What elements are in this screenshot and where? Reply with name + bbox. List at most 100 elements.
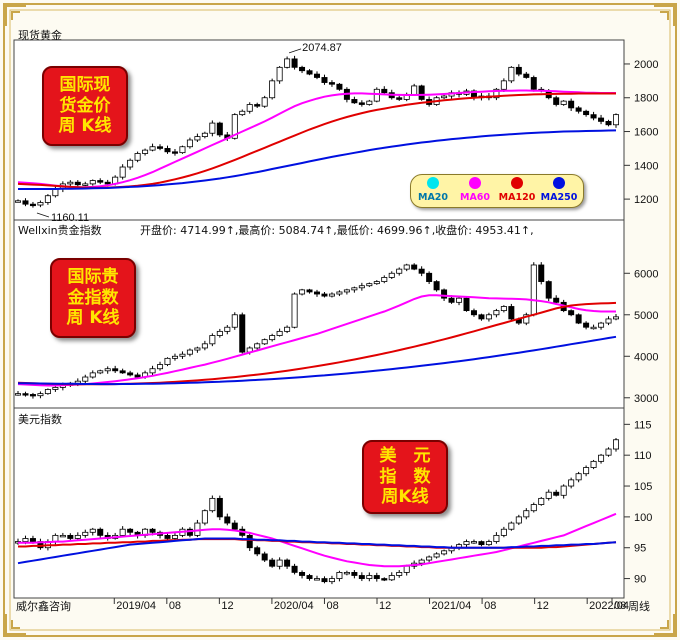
index-candle: [613, 316, 620, 320]
gold-candle: [14, 200, 21, 203]
index-candle: [538, 264, 545, 282]
usd-candle: [590, 460, 597, 468]
index-candle: [14, 393, 21, 396]
index-candle: [306, 289, 313, 293]
gold-candle: [216, 122, 223, 136]
index-badge: 国际贵 金指数 周 K线: [50, 258, 136, 338]
index-candle: [351, 287, 358, 291]
usd-panel-title: 美元指数: [18, 413, 62, 426]
usd-candle: [583, 467, 590, 475]
footer-period: 周线: [628, 600, 650, 613]
index-candle: [179, 353, 186, 357]
index-candle: [261, 339, 268, 345]
gold-candle: [201, 132, 208, 138]
index-panel-title: Wellxin贵金指数: [18, 224, 102, 237]
index-candle: [119, 370, 126, 374]
usd-candle: [426, 556, 433, 561]
gold-candle: [44, 195, 51, 203]
gold-ytick-label: 1200: [634, 194, 658, 206]
usd-candle: [216, 497, 223, 518]
gold-candle: [246, 104, 253, 112]
gold-candle: [441, 95, 448, 99]
gold-badge-line: 国际现: [59, 75, 111, 96]
index-candle: [328, 293, 335, 297]
index-candle: [209, 335, 216, 345]
gold-candle: [119, 166, 126, 178]
usd-candle: [463, 541, 470, 546]
index-candle: [583, 322, 590, 328]
index-candle: [366, 283, 373, 287]
gold-ytick-label: 1400: [634, 160, 658, 172]
gold-candle: [590, 114, 597, 119]
gold-candle: [194, 136, 201, 141]
usd-candle: [254, 547, 261, 555]
usd-candle: [613, 439, 620, 450]
gold-candle: [291, 58, 298, 68]
usd-candle: [119, 528, 126, 536]
gold-candle: [313, 73, 320, 78]
index-candle: [598, 322, 605, 328]
gold-panel-title: 现货黄金: [18, 29, 62, 42]
usd-candle: [231, 522, 238, 530]
gold-candle: [74, 181, 81, 186]
index-candle: [89, 372, 96, 378]
index-candle: [284, 326, 291, 332]
gold-ma60-line: [17, 89, 616, 189]
usd-ytick-label: 110: [634, 450, 652, 462]
usd-ytick-label: 105: [634, 481, 652, 493]
gold-candle: [560, 100, 567, 105]
index-candle: [605, 318, 612, 324]
gold-candle: [134, 153, 141, 161]
legend-label: MA250: [540, 192, 578, 203]
gold-candle: [22, 200, 29, 205]
usd-candle: [29, 538, 36, 542]
index-candle: [134, 374, 141, 378]
index-candle: [396, 268, 403, 274]
index-candle: [358, 285, 365, 289]
gold-price-plot: [14, 55, 620, 208]
usd-candle: [545, 491, 552, 499]
index-candle: [104, 368, 111, 372]
ohlc-readout: 开盘价: 4714.99↑,最高价: 5084.74↑,最低价: 4699.96…: [140, 224, 534, 237]
footer-source: 威尔鑫咨询: [16, 600, 71, 613]
usd-candle: [515, 516, 522, 524]
index-candle: [299, 289, 306, 295]
usd-ytick-label: 90: [634, 574, 646, 586]
corner-ornament-icon: [5, 5, 675, 635]
index-candle: [568, 310, 575, 316]
gold-candle: [508, 66, 515, 82]
red-dot-icon: [511, 177, 523, 189]
index-candle: [186, 349, 193, 355]
gold-ytick-label: 1600: [634, 127, 658, 139]
index-candle: [381, 277, 388, 282]
gold-candle: [396, 97, 403, 100]
index-candle: [463, 297, 470, 312]
index-candle: [426, 272, 433, 282]
usd-candle: [291, 565, 298, 573]
x-tick-label: 2022/04: [589, 600, 629, 612]
index-candle: [112, 368, 119, 372]
gold-high-pointer: [288, 48, 302, 54]
gold-badge-line: 货金价: [59, 95, 111, 116]
gold-candle: [37, 202, 44, 206]
gold-candle: [583, 110, 590, 116]
legend-item-ma250: MA250: [539, 175, 579, 207]
index-badge-line: 国际贵: [67, 267, 119, 288]
index-ma250-line: [18, 335, 617, 386]
precious-metal-index-plot: [14, 262, 620, 399]
gold-badge: 国际现 货金价 周 K线: [42, 66, 128, 146]
usd-ma250-line: [17, 537, 617, 565]
index-candle: [231, 314, 238, 328]
usd-candle: [343, 572, 350, 575]
gold-candle: [209, 122, 216, 134]
usd-candle: [74, 534, 81, 539]
gold-candle: [171, 151, 178, 154]
index-candle: [321, 293, 328, 297]
gold-candle: [254, 104, 261, 107]
gold-candle: [82, 183, 89, 186]
index-ytick-label: 4000: [634, 351, 658, 363]
gold-candle: [306, 70, 313, 75]
usd-candle: [373, 575, 380, 579]
usd-candle: [261, 553, 268, 561]
x-tick-label: 2020/04: [274, 600, 314, 612]
